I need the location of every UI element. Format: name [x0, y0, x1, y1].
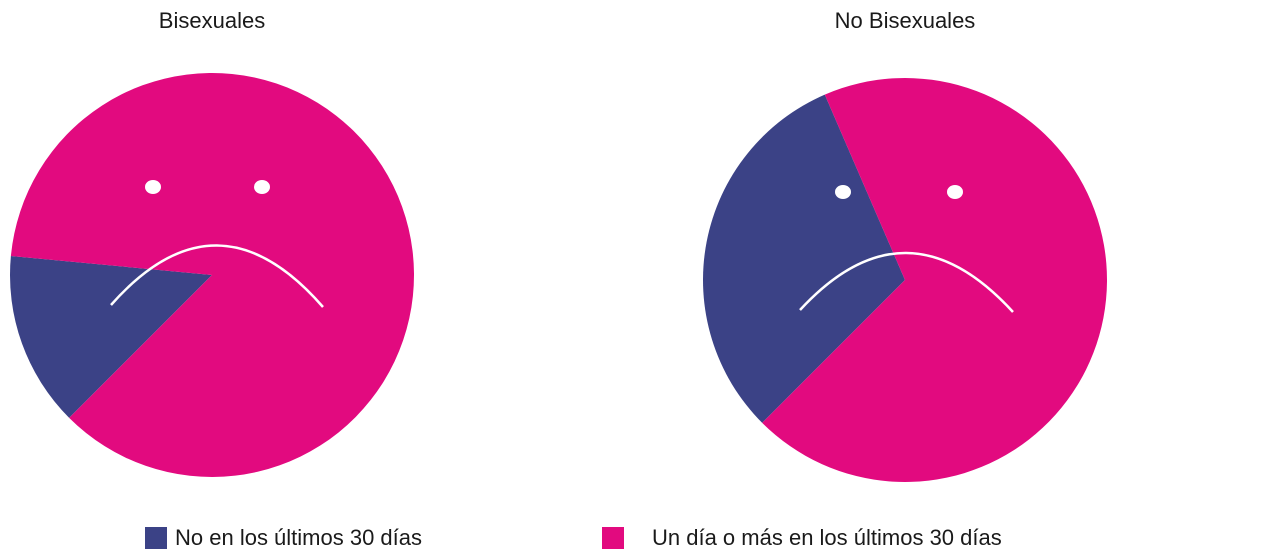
- chart-title: Bisexuales: [159, 8, 265, 33]
- legend-label: No en los últimos 30 días: [175, 525, 422, 550]
- eye: [145, 180, 161, 194]
- legend-swatch: [602, 527, 624, 549]
- eye: [835, 185, 851, 199]
- legend-swatch: [145, 527, 167, 549]
- chart-title: No Bisexuales: [835, 8, 976, 33]
- pies: [10, 73, 1107, 482]
- eye: [947, 185, 963, 199]
- legend-label: Un día o más en los últimos 30 días: [652, 525, 1002, 550]
- chart: No en los últimos 30 días Un día o más e…: [0, 0, 1277, 551]
- eye: [254, 180, 270, 194]
